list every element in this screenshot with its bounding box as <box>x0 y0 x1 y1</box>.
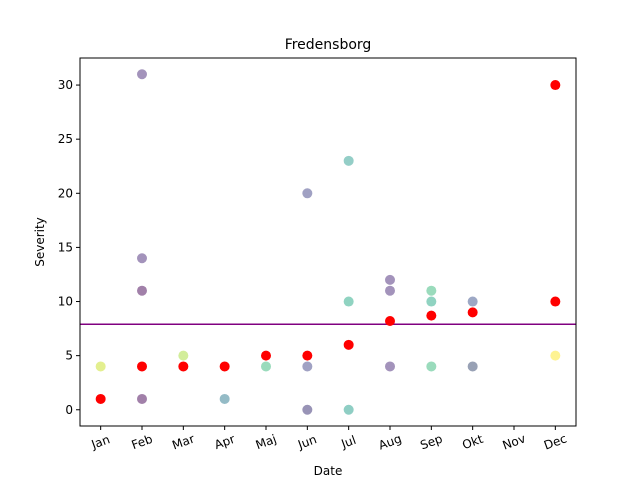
y-tick-label: 10 <box>58 295 73 309</box>
x-tick-label: Maj <box>254 432 279 452</box>
scatter-point <box>302 404 313 415</box>
y-tick-label: 0 <box>65 403 73 417</box>
scatter-point <box>302 188 313 199</box>
scatter-point <box>137 69 147 80</box>
scatter-point <box>137 393 147 404</box>
y-tick-label: 20 <box>58 186 73 200</box>
average-point <box>95 393 106 404</box>
average-point <box>467 307 478 318</box>
x-tick-label: Apr <box>213 432 237 452</box>
average-point <box>343 339 354 350</box>
plot-frame <box>79 57 577 427</box>
y-axis: 0 5 10 15 20 25 30 <box>58 78 80 417</box>
x-tick-label: Okt <box>460 432 485 452</box>
scatter-point <box>343 155 354 166</box>
x-tick-label: Jul <box>339 433 358 451</box>
average-point <box>219 361 230 372</box>
average-point <box>178 361 189 372</box>
scatter-point <box>550 350 561 361</box>
average-point <box>137 361 147 372</box>
average-point <box>385 316 395 327</box>
scatter-point <box>219 393 230 404</box>
scatter-point <box>137 285 147 296</box>
average-point <box>426 310 437 321</box>
y-tick-label: 30 <box>58 78 73 92</box>
y-tick-label: 15 <box>58 240 73 254</box>
scatter-point <box>385 285 395 296</box>
scatter-point <box>385 274 395 285</box>
average-points-layer <box>95 80 561 404</box>
scatter-point <box>385 361 395 372</box>
scatter-point <box>426 296 437 307</box>
scatter-point <box>343 296 354 307</box>
x-tick-label: Jun <box>295 432 318 452</box>
scatter-point <box>178 350 189 361</box>
scatter-point <box>95 361 106 372</box>
chart-title: Fredensborg <box>285 37 372 53</box>
scatter-points-layer <box>95 69 561 415</box>
average-point <box>302 350 313 361</box>
scatter-point <box>302 361 313 372</box>
scatter-point <box>467 296 478 307</box>
x-tick-label: Feb <box>130 432 155 452</box>
x-tick-label: Jan <box>89 432 112 452</box>
scatter-point <box>137 253 147 264</box>
scatter-point <box>426 285 437 296</box>
average-point <box>261 350 271 361</box>
x-axis: Jan Feb Mar Apr Maj Jun Jul Aug Sep Okt Nov Dec <box>89 426 569 453</box>
y-tick-label: 5 <box>65 349 73 363</box>
scatter-point <box>343 404 354 415</box>
average-point <box>550 296 561 307</box>
y-tick-label: 25 <box>58 132 73 146</box>
scatter-point <box>426 361 437 372</box>
scatter-point <box>261 361 271 372</box>
average-point <box>550 80 561 91</box>
x-axis-label: Date <box>314 464 343 478</box>
y-axis-label: Severity <box>33 217 47 267</box>
scatter-point <box>467 361 478 372</box>
